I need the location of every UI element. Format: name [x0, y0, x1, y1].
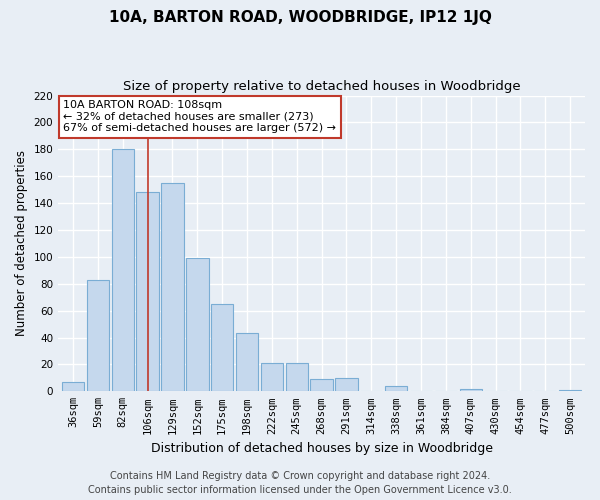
Bar [136, 192, 159, 392]
Bar [460, 388, 482, 392]
Text: Contains HM Land Registry data © Crown copyright and database right 2024.
Contai: Contains HM Land Registry data © Crown c… [88, 471, 512, 495]
Bar [112, 150, 134, 392]
Bar [310, 379, 333, 392]
Bar [211, 304, 233, 392]
Bar [236, 334, 258, 392]
Text: 10A, BARTON ROAD, WOODBRIDGE, IP12 1JQ: 10A, BARTON ROAD, WOODBRIDGE, IP12 1JQ [109, 10, 491, 25]
Bar [286, 363, 308, 392]
Bar [161, 183, 184, 392]
X-axis label: Distribution of detached houses by size in Woodbridge: Distribution of detached houses by size … [151, 442, 493, 455]
Text: 10A BARTON ROAD: 108sqm
← 32% of detached houses are smaller (273)
67% of semi-d: 10A BARTON ROAD: 108sqm ← 32% of detache… [64, 100, 337, 133]
Bar [385, 386, 407, 392]
Bar [559, 390, 581, 392]
Bar [62, 382, 84, 392]
Y-axis label: Number of detached properties: Number of detached properties [15, 150, 28, 336]
Bar [87, 280, 109, 392]
Bar [335, 378, 358, 392]
Bar [186, 258, 209, 392]
Title: Size of property relative to detached houses in Woodbridge: Size of property relative to detached ho… [123, 80, 520, 93]
Bar [260, 363, 283, 392]
